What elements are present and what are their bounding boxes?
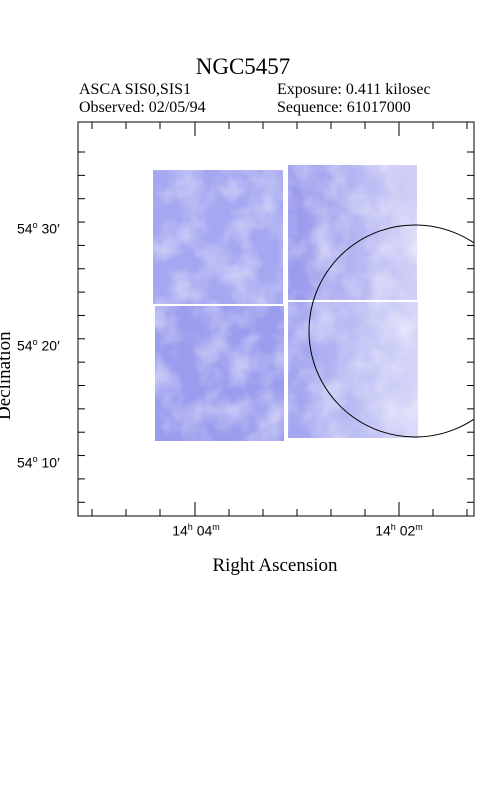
plot-title: NGC5457 (195, 54, 291, 79)
detector-image (153, 165, 419, 442)
observed-label: Observed: 02/05/94 (79, 99, 206, 116)
instrument-label: ASCA SIS0,SIS1 (79, 81, 192, 98)
exposure-label: Exposure: 0.411 kilosec (277, 81, 431, 98)
x-axis-label: Right Ascension (212, 555, 338, 576)
x-tick-label: 14h 04m (172, 522, 220, 539)
y-tick-label: 54o 10′ (17, 454, 60, 471)
y-tick-label: 54o 30′ (17, 220, 60, 237)
x-tick-label: 14h 02m (375, 522, 423, 539)
y-axis-label: Declination (0, 331, 15, 420)
axis-ticks (78, 122, 474, 516)
sequence-label: Sequence: 61017000 (277, 99, 411, 116)
plot-frame (77, 121, 475, 517)
y-tick-label: 54o 20′ (17, 337, 60, 354)
source-region-circle (308, 224, 474, 438)
